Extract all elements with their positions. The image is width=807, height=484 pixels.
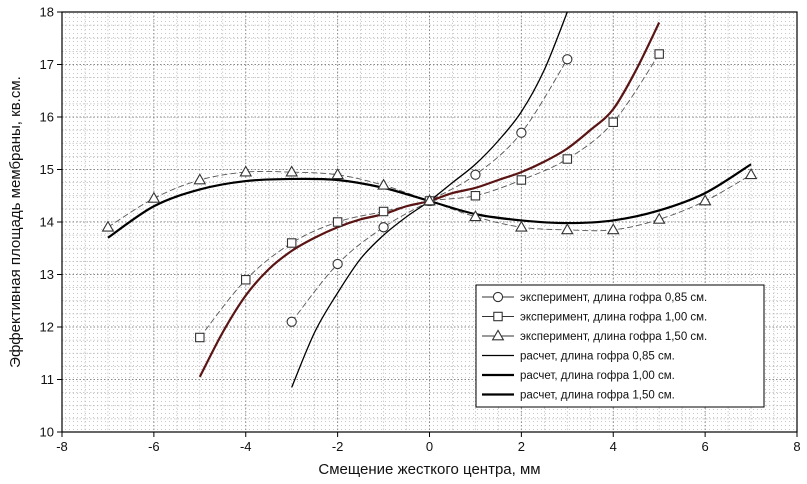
triangle-marker — [147, 191, 161, 203]
triangle-marker — [469, 210, 482, 222]
circle-marker — [516, 127, 527, 138]
circle-marker — [470, 169, 481, 180]
y-tick-label: 17 — [40, 57, 54, 72]
square-marker — [195, 332, 205, 343]
legend-item: расчет, длина гофра 1,00 см. — [482, 370, 675, 382]
square-marker — [378, 206, 389, 217]
legend: эксперимент, длина гофра 0,85 см. экспери… — [475, 284, 765, 408]
triangle-marker — [515, 220, 528, 232]
legend-triangle-marker — [491, 329, 505, 341]
triangle-marker — [193, 173, 207, 185]
square-marker — [332, 217, 343, 227]
triangle-marker — [744, 168, 758, 180]
y-tick-label: 16 — [40, 110, 54, 125]
legend-label: эксперимент, длина гофра 1,50 см. — [520, 331, 707, 343]
x-tick-label: -8 — [56, 439, 68, 454]
square-marker — [470, 191, 481, 201]
y-tick-label: 10 — [40, 425, 54, 440]
circle-marker — [286, 316, 297, 327]
legend-item: эксперимент, длина гофра 1,50 см. — [482, 329, 707, 343]
square-marker — [516, 175, 527, 185]
legend-item: расчет, длина гофра 0,85 см. — [482, 351, 675, 363]
y-axis-title: Эффективная площадь мембраны, кв.см. — [7, 76, 24, 368]
legend-item: эксперимент, длина гофра 0,85 см. — [482, 291, 707, 304]
series-markers — [101, 49, 758, 343]
triangle-marker — [698, 194, 712, 206]
x-tick-label: 2 — [518, 439, 525, 454]
triangle-marker — [101, 220, 115, 232]
circle-marker — [378, 222, 389, 233]
legend-square-marker — [493, 311, 503, 322]
square-marker — [286, 238, 297, 248]
triangle-marker — [239, 165, 253, 177]
experiment-line-2 — [199, 53, 660, 338]
y-tick-label: 11 — [41, 372, 55, 387]
triangle-marker — [331, 168, 344, 180]
legend-label: расчет, длина гофра 0,85 см. — [520, 351, 675, 363]
square-marker — [562, 154, 573, 164]
x-tick-label: 0 — [426, 439, 433, 454]
triangle-marker — [285, 165, 299, 177]
legend-label: эксперимент, длина гофра 1,00 см. — [520, 312, 707, 324]
x-tick-label: 8 — [793, 439, 800, 454]
square-marker — [241, 274, 251, 285]
circle-marker — [332, 258, 343, 270]
triangle-marker — [652, 212, 666, 224]
legend-label: расчет, длина гофра 1,00 см. — [520, 370, 675, 382]
x-axis-title: Смещение жесткого центра, мм — [318, 461, 540, 478]
triangle-marker — [606, 223, 620, 235]
x-tick-label: -6 — [148, 439, 160, 454]
y-tick-label: 12 — [40, 320, 54, 335]
y-tick-label: 13 — [40, 267, 54, 282]
y-tick-label: 15 — [40, 162, 54, 177]
x-tick-label: -4 — [240, 439, 252, 454]
legend-box — [475, 284, 765, 408]
legend-item: эксперимент, длина гофра 1,00 см. — [482, 312, 707, 324]
circle-marker — [562, 54, 573, 65]
y-tick-label: 14 — [40, 215, 54, 230]
axis-ticks: -8 -6 -4 -2 0 2 4 6 8 10 11 12 13 14 15 16 17 18 — [40, 5, 801, 455]
legend-circle-marker — [492, 291, 504, 303]
x-tick-label: 4 — [610, 439, 617, 454]
triangle-marker — [377, 178, 390, 190]
legend-label: расчет, длина гофра 1,50 см. — [520, 390, 675, 402]
y-tick-label: 18 — [40, 5, 54, 20]
x-tick-label: -2 — [332, 439, 344, 454]
legend-item: расчет, длина гофра 1,50 см. — [482, 390, 675, 402]
triangle-marker — [423, 194, 436, 206]
square-marker — [608, 117, 618, 128]
triangle-marker — [560, 223, 574, 235]
square-marker — [654, 49, 664, 59]
x-tick-label: 6 — [702, 439, 709, 454]
legend-label: эксперимент, длина гофра 0,85 см. — [520, 292, 707, 304]
